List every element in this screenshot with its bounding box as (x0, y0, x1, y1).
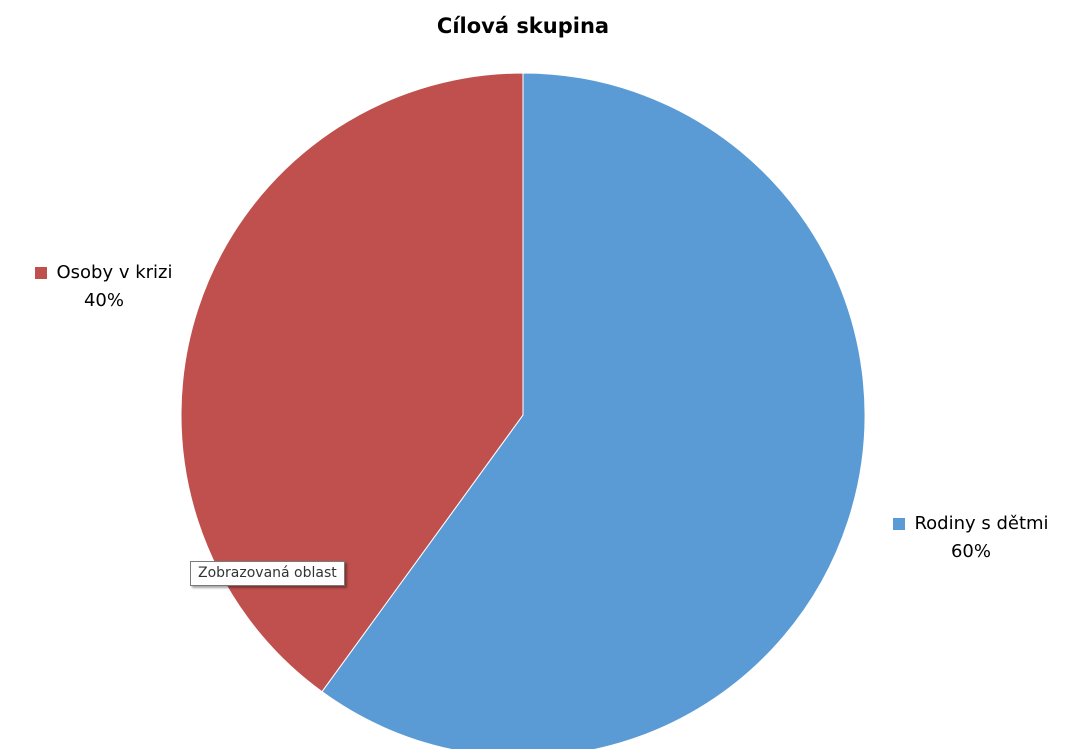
legend-key-osoby-v-krizi (35, 267, 48, 279)
data-label-percent: 60% (950, 541, 991, 562)
data-label-osoby-v-krizi: Osoby v krizi 40% (4, 259, 204, 315)
chart-area-tooltip: Zobrazovaná oblast (190, 561, 345, 586)
pie-slice-0 (321, 72, 866, 749)
data-label-percent: 40% (83, 290, 124, 311)
data-label-category: Osoby v krizi (56, 262, 173, 283)
chart-title: Cílová skupina (436, 14, 610, 38)
data-label-rodiny-s-detmi: Rodiny s dětmi 60% (876, 510, 1066, 566)
pie-slice-1 (180, 72, 524, 693)
data-label-category: Rodiny s dětmi (914, 513, 1049, 534)
legend-key-rodiny-s-detmi (893, 518, 906, 530)
